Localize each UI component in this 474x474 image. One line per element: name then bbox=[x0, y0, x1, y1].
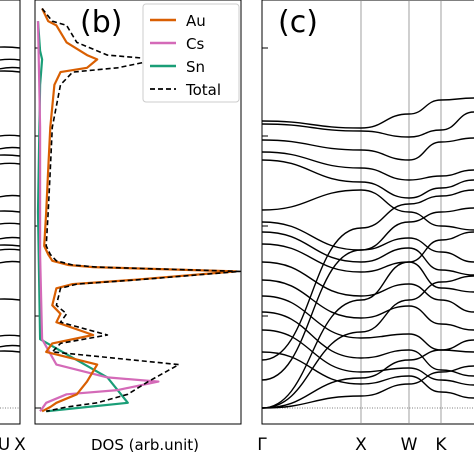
band-a-3 bbox=[0, 70, 21, 73]
legend-label-cs: Cs bbox=[186, 35, 204, 53]
band-c-14 bbox=[261, 351, 474, 399]
legend-label-au: Au bbox=[186, 12, 206, 30]
band-a-0 bbox=[0, 46, 21, 49]
panel-b-dos-lines bbox=[36, 7, 241, 413]
tick-label-a-x: X bbox=[14, 435, 26, 455]
panel-c-label: (c) bbox=[278, 5, 318, 40]
band-c-5 bbox=[261, 189, 474, 231]
dos-series-sn bbox=[36, 21, 129, 413]
band-a-8 bbox=[0, 194, 21, 198]
band-c-cross-1 bbox=[261, 275, 474, 409]
panel-c-frame bbox=[261, 0, 474, 425]
band-c-cross-0 bbox=[261, 231, 474, 409]
legend-label-sn: Sn bbox=[186, 58, 205, 76]
band-c-2 bbox=[261, 137, 474, 161]
band-a-11 bbox=[0, 236, 21, 240]
band-a-4 bbox=[0, 134, 21, 137]
panel-c: (c) Γ X W K bbox=[257, 0, 474, 455]
panel-a: U X bbox=[0, 0, 26, 455]
band-c-1 bbox=[261, 111, 474, 138]
band-c-4 bbox=[261, 159, 474, 199]
dos-series-total bbox=[41, 7, 241, 413]
band-a-7 bbox=[0, 162, 21, 165]
band-a-15 bbox=[0, 298, 21, 301]
x-axis-label-b: DOS (arb.unit) bbox=[91, 436, 199, 454]
tick-label-c-w: W bbox=[401, 435, 418, 455]
band-a-14 bbox=[0, 260, 21, 264]
panel-b: (b) Au Cs Sn Total DOS (arb.unit) bbox=[34, 0, 242, 454]
tick-label-c-k: K bbox=[435, 435, 447, 455]
band-c-9 bbox=[261, 261, 474, 313]
band-a-12 bbox=[0, 244, 21, 247]
band-c-10 bbox=[261, 279, 474, 331]
band-a-5 bbox=[0, 146, 21, 150]
band-a-18 bbox=[0, 350, 21, 353]
band-c-7 bbox=[261, 231, 474, 276]
band-a-13 bbox=[0, 248, 21, 251]
legend-items: Au Cs Sn Total bbox=[150, 12, 221, 99]
panel-b-frame bbox=[34, 0, 242, 425]
panel-b-label: (b) bbox=[80, 5, 122, 40]
band-c-6 bbox=[261, 221, 474, 263]
legend-label-total: Total bbox=[185, 81, 221, 99]
band-c-cross-2 bbox=[261, 207, 474, 381]
band-a-6 bbox=[0, 154, 21, 157]
band-c-8 bbox=[261, 243, 474, 293]
band-c-16 bbox=[261, 365, 474, 409]
legend: Au Cs Sn Total bbox=[142, 3, 240, 103]
panel-c-ticks bbox=[262, 47, 268, 409]
band-c-15 bbox=[261, 339, 474, 409]
panel-a-bands bbox=[0, 46, 21, 353]
tick-label-c-gamma: Γ bbox=[257, 435, 267, 455]
dos-series-cs bbox=[36, 21, 160, 412]
band-c-12 bbox=[261, 311, 474, 377]
legend-frame bbox=[142, 3, 240, 103]
band-c-11 bbox=[261, 295, 474, 353]
band-a-17 bbox=[0, 344, 21, 348]
panel-c-bands bbox=[261, 97, 474, 409]
band-c-13 bbox=[261, 329, 474, 386]
band-c-0 bbox=[261, 97, 474, 129]
band-c-3 bbox=[261, 151, 474, 181]
band-a-10 bbox=[0, 222, 21, 225]
tick-label-a-u: U bbox=[0, 435, 10, 455]
band-c-cross-3 bbox=[261, 189, 474, 361]
tick-label-c-x: X bbox=[355, 435, 367, 455]
band-a-2 bbox=[0, 66, 21, 70]
band-a-1 bbox=[0, 58, 21, 61]
band-a-9 bbox=[0, 210, 21, 213]
band-a-16 bbox=[0, 334, 21, 337]
